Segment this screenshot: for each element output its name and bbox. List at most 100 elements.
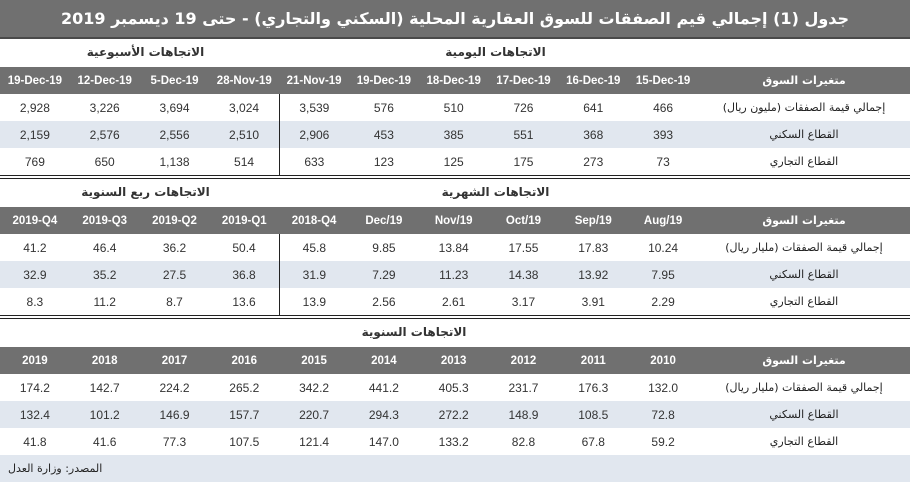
cell: 176.3 [578, 380, 609, 395]
cell: 231.7 [508, 380, 539, 395]
cell: 50.4 [209, 234, 280, 261]
column-header: 19-Dec-19 [0, 67, 70, 94]
cell: 220.7 [279, 401, 349, 428]
table-row: 132.4 101.2 146.9 157.7 220.7 294.3 272.… [0, 401, 910, 428]
column-header: 15-Dec-19 [628, 67, 698, 94]
cell: 174.2 [19, 380, 50, 395]
column-header: 2019-Q4 [0, 207, 70, 234]
cell: 294.3 [348, 401, 419, 428]
table-row: 2,928 3,226 3,694 3,024 3,539 576 510 72… [0, 94, 910, 121]
table-row: 8.3 11.2 8.7 13.6 13.9 2.56 2.61 3.17 3.… [0, 288, 910, 315]
cell: 3,024 [209, 94, 280, 121]
source-text: المصدر: وزارة العدل [8, 462, 103, 475]
column-header: 12-Dec-19 [69, 67, 140, 94]
row-labels-header: متغيرات السوق [698, 347, 910, 374]
column-header: 2019-Q1 [209, 207, 280, 234]
header-row: 2019-Q4 2019-Q3 2019-Q2 2019-Q1 2018-Q4 … [0, 207, 910, 234]
cell: 148.9 [488, 401, 559, 428]
cell: 2,576 [69, 121, 140, 148]
row-label: القطاع التجاري [769, 435, 839, 448]
column-header: 2019-Q3 [69, 207, 140, 234]
column-header: 16-Dec-19 [558, 67, 629, 94]
cell: 1,138 [159, 154, 190, 169]
section-divider [0, 316, 910, 319]
cell: 175 [513, 154, 534, 169]
cell: 3.91 [581, 294, 605, 309]
column-header: 2019 [0, 347, 70, 374]
cell: 2,159 [0, 121, 70, 148]
section-quarterly-monthly: الاتجاهات ربع السنوية الاتجاهات الشهرية … [0, 179, 910, 316]
column-header: Aug/19 [628, 207, 698, 234]
cell: 41.8 [23, 434, 47, 449]
cell: 132.0 [648, 380, 679, 395]
cell: 7.95 [628, 261, 698, 288]
group-label-quarterly: الاتجاهات ربع السنوية [81, 185, 210, 199]
cell: 147.0 [368, 434, 399, 449]
row-label: القطاع التجاري [769, 295, 839, 308]
cell: 641 [583, 100, 604, 115]
table-row: 41.8 41.6 77.3 107.5 121.4 147.0 133.2 8… [0, 428, 910, 455]
cell: 17.55 [508, 240, 539, 255]
cell: 2,556 [139, 121, 210, 148]
section-divider [0, 176, 910, 179]
cell: 11.23 [418, 261, 489, 288]
column-header: 2011 [558, 347, 629, 374]
cell: 77.3 [162, 434, 187, 449]
cell: 73 [656, 154, 670, 169]
cell: 32.9 [0, 261, 70, 288]
row-label: القطاع السكني [698, 261, 910, 288]
row-label: القطاع التجاري [769, 155, 839, 168]
group-label-weekly: الاتجاهات الأسبوعية [86, 45, 205, 59]
cell: 3.17 [511, 294, 536, 309]
cell: 101.2 [69, 401, 140, 428]
cell: 385 [418, 121, 489, 148]
column-header: 28-Nov-19 [209, 67, 280, 94]
cell: 10.24 [648, 240, 679, 255]
cell: 650 [94, 154, 115, 169]
cell: 157.7 [209, 401, 280, 428]
table-row: 769 650 1,138 514 633 123 125 175 273 73… [0, 148, 910, 175]
cell: 510 [443, 100, 464, 115]
cell: 576 [373, 100, 394, 115]
cell: 13.92 [558, 261, 629, 288]
cell: 14.38 [488, 261, 559, 288]
group-label-monthly: الاتجاهات الشهرية [441, 185, 550, 199]
cell: 107.5 [229, 434, 260, 449]
cell: 224.2 [159, 380, 190, 395]
row-label: القطاع السكني [698, 121, 910, 148]
row-label: القطاع السكني [698, 401, 910, 428]
column-header: 2019-Q2 [139, 207, 210, 234]
row-label: إجمالي قيمة الصفقات (مليار ريال) [725, 381, 883, 394]
cell: 123 [373, 154, 394, 169]
cell: 3,539 [299, 100, 330, 115]
cell: 36.2 [162, 240, 187, 255]
cell: 2,510 [209, 121, 280, 148]
cell: 2.29 [651, 294, 675, 309]
row-labels-header: متغيرات السوق [698, 67, 910, 94]
group-label-daily: الاتجاهات اليومية [445, 45, 546, 59]
source-footer: المصدر: وزارة العدل [0, 455, 910, 482]
column-header: 17-Dec-19 [488, 67, 559, 94]
column-header: Oct/19 [488, 207, 559, 234]
table-quarterly-monthly: 2019-Q4 2019-Q3 2019-Q2 2019-Q1 2018-Q4 … [0, 207, 910, 315]
row-label: إجمالي قيمة الصفقات (مليون ريال) [722, 101, 886, 114]
cell: 273 [583, 154, 604, 169]
cell: 2.56 [372, 294, 396, 309]
cell: 45.8 [302, 240, 327, 255]
cell: 125 [443, 154, 464, 169]
table-row: 174.2 142.7 224.2 265.2 342.2 441.2 405.… [0, 374, 910, 401]
cell: 108.5 [558, 401, 629, 428]
column-header: 19-Dec-19 [348, 67, 419, 94]
cell: 7.29 [348, 261, 419, 288]
cell: 405.3 [438, 380, 469, 395]
table-title: جدول (1) إجمالي قيم الصفقات للسوق العقار… [0, 0, 910, 39]
cell: 11.2 [93, 294, 116, 309]
header-row: 2019 2018 2017 2016 2015 2014 2013 2012 … [0, 347, 910, 374]
column-header: 2014 [348, 347, 419, 374]
cell: 3,694 [159, 100, 190, 115]
cell: 769 [24, 154, 45, 169]
cell: 132.4 [0, 401, 70, 428]
cell: 2.61 [442, 294, 466, 309]
cell: 726 [513, 100, 534, 115]
cell: 146.9 [139, 401, 210, 428]
